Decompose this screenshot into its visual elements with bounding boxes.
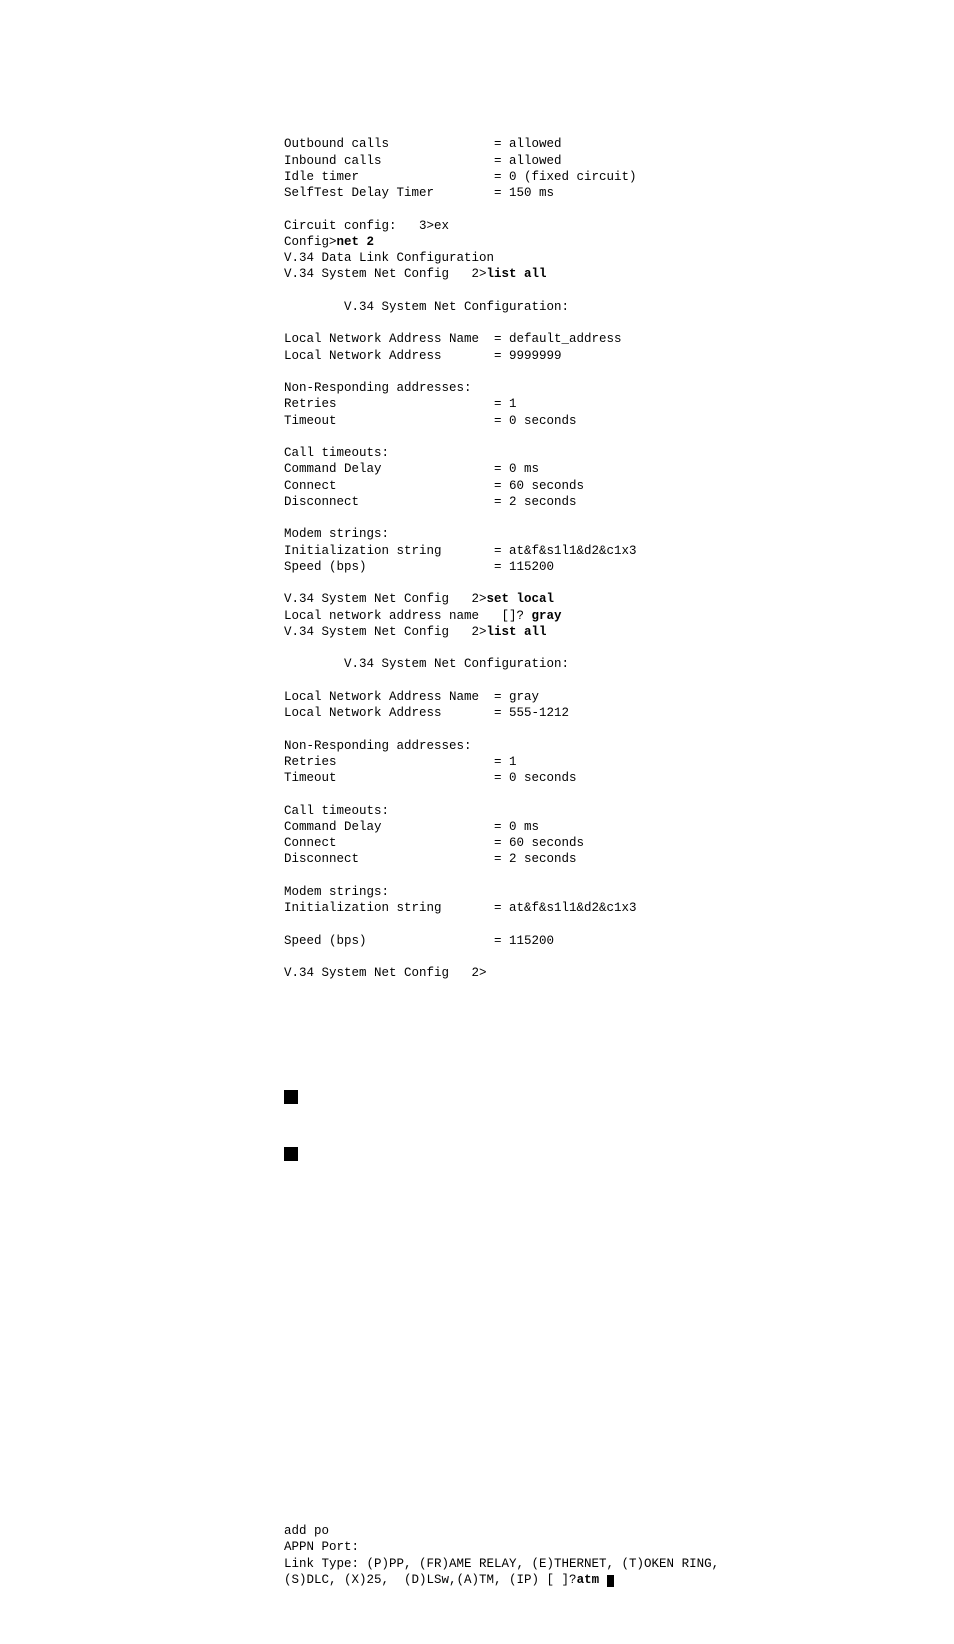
squares-block [284, 1058, 954, 1187]
terminal-content: Outbound calls = allowed Inbound calls =… [284, 136, 954, 981]
terminal-page: Outbound calls = allowed Inbound calls =… [0, 0, 954, 1644]
square-marker [284, 1147, 298, 1161]
square-marker [284, 1090, 298, 1104]
bottom-terminal: add po APPN Port: Link Type: (P)PP, (FR)… [284, 1523, 954, 1588]
